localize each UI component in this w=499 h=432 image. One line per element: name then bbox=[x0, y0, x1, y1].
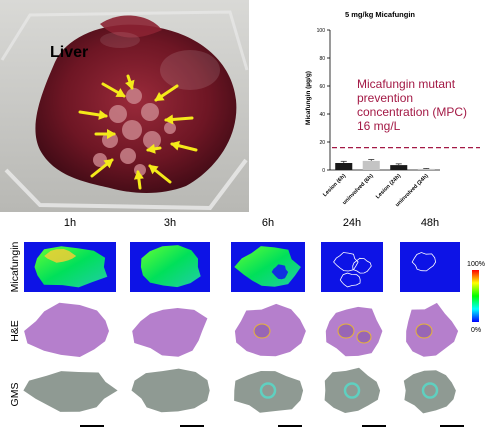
he-lesion bbox=[415, 323, 433, 339]
colorbar-gradient bbox=[472, 270, 479, 322]
maldi-lesion-outline bbox=[339, 272, 361, 288]
mpc-line-3: concentration (MPC) bbox=[357, 105, 468, 119]
arrow-2 bbox=[154, 84, 179, 102]
arrow-1 bbox=[101, 82, 126, 98]
arrow-5 bbox=[164, 114, 194, 125]
organ-label: Liver bbox=[50, 44, 89, 61]
arrow-7 bbox=[90, 158, 114, 178]
maldi-tile-24h bbox=[321, 242, 383, 292]
mpc-line-2: prevention bbox=[357, 91, 414, 105]
x-tick-label: Lesion (6h) bbox=[322, 173, 347, 198]
y-tick-label: 80 bbox=[319, 56, 325, 62]
time-label-3h: 3h bbox=[164, 217, 176, 229]
maldi-hotspot bbox=[44, 249, 77, 263]
x-tick-labels: Lesion (6h)uninvolved (6h) Lesion (24h)un… bbox=[322, 173, 430, 208]
time-label-24h: 24h bbox=[343, 217, 361, 229]
row-label: H&E bbox=[9, 320, 21, 342]
time-label-1h: 1h bbox=[64, 217, 76, 229]
liver-photo bbox=[0, 0, 249, 212]
liver-lesions bbox=[93, 88, 176, 176]
y-tick-label: 0 bbox=[322, 168, 325, 174]
arrow-head bbox=[164, 114, 174, 125]
he-lesion bbox=[253, 323, 271, 339]
x-tick-label: Lesion (24h) bbox=[375, 173, 402, 200]
maldi-lesion-outline bbox=[352, 257, 372, 274]
arrow-head bbox=[125, 79, 135, 90]
arrow-6 bbox=[170, 140, 198, 152]
arrow-3 bbox=[78, 109, 108, 120]
bar-1 bbox=[335, 163, 353, 170]
maldi-lesion-outline bbox=[411, 252, 437, 272]
gms-lesion bbox=[259, 382, 277, 399]
mpc-line-1: Micafungin mutant bbox=[357, 77, 456, 91]
arrow-head bbox=[146, 143, 156, 154]
arrow-9 bbox=[125, 74, 135, 90]
y-tick-label: 100 bbox=[317, 28, 326, 34]
arrow-4 bbox=[94, 129, 116, 139]
tissue-panel: 1h 3h 6h 24h 48h Micafungin H&E GMS 100% 0% bbox=[9, 217, 485, 427]
he-lesion bbox=[337, 323, 355, 339]
lesion-arrows bbox=[78, 74, 198, 190]
gms-tile-6h bbox=[234, 371, 304, 413]
time-point-labels: 1h 3h 6h 24h 48h bbox=[64, 217, 439, 229]
he-tile-1h bbox=[24, 302, 110, 357]
arrow-8 bbox=[148, 164, 172, 184]
arrow-head bbox=[103, 158, 114, 169]
maldi-lesion-outline bbox=[333, 252, 359, 272]
tissue-tiles bbox=[23, 242, 460, 414]
he-lesion bbox=[356, 330, 372, 344]
maldi-signal bbox=[140, 245, 201, 288]
y-tick-label: 60 bbox=[319, 84, 325, 90]
colorbar: 100% 0% bbox=[467, 261, 485, 334]
row-label: Micafungin bbox=[9, 241, 21, 292]
y-axis-label: Micafungin (µg/g) bbox=[305, 71, 312, 125]
gms-lesion bbox=[343, 382, 361, 399]
arrow-10 bbox=[146, 143, 162, 154]
time-label-6h: 6h bbox=[262, 217, 274, 229]
arrow-head bbox=[133, 170, 144, 180]
arrow-head bbox=[170, 140, 181, 151]
arrow-head bbox=[98, 109, 108, 120]
bar-4 bbox=[417, 168, 435, 170]
y-tick-label: 20 bbox=[319, 140, 325, 146]
colorbar-max-label: 100% bbox=[467, 261, 485, 268]
arrow-head bbox=[107, 129, 116, 139]
gms-tile-48h bbox=[403, 370, 456, 414]
arrow-head bbox=[148, 164, 159, 175]
bar-chart: 5 mg/kg Micafungin Micafungin (µg/g) 0 20… bbox=[305, 10, 480, 208]
x-tick-label: uninvolved (6h) bbox=[342, 173, 375, 206]
bar-2 bbox=[362, 160, 380, 170]
he-tile-3h bbox=[132, 308, 208, 357]
liver-tissue bbox=[35, 24, 237, 193]
arrow-11 bbox=[133, 170, 144, 190]
bar-3 bbox=[390, 165, 408, 170]
chart-title: 5 mg/kg Micafungin bbox=[345, 10, 415, 19]
chart-bars bbox=[335, 159, 435, 170]
gms-tile-24h bbox=[324, 367, 381, 413]
gms-lesion bbox=[421, 382, 439, 399]
maldi-lesion-void bbox=[271, 264, 289, 280]
maldi-tile-48h bbox=[400, 242, 460, 292]
arrow-head bbox=[154, 91, 165, 102]
arrow-head bbox=[115, 88, 126, 97]
y-tick-label: 40 bbox=[319, 112, 325, 118]
colorbar-min-label: 0% bbox=[471, 327, 481, 334]
row-label: GMS bbox=[9, 383, 21, 407]
gms-tile-1h bbox=[23, 371, 118, 412]
row-labels: Micafungin H&E GMS bbox=[9, 241, 21, 406]
gms-tile-3h bbox=[131, 368, 210, 413]
time-label-48h: 48h bbox=[421, 217, 439, 229]
mpc-annotation: Micafungin mutant prevention concentrati… bbox=[357, 77, 467, 133]
mpc-line-4: 16 mg/L bbox=[357, 119, 401, 133]
